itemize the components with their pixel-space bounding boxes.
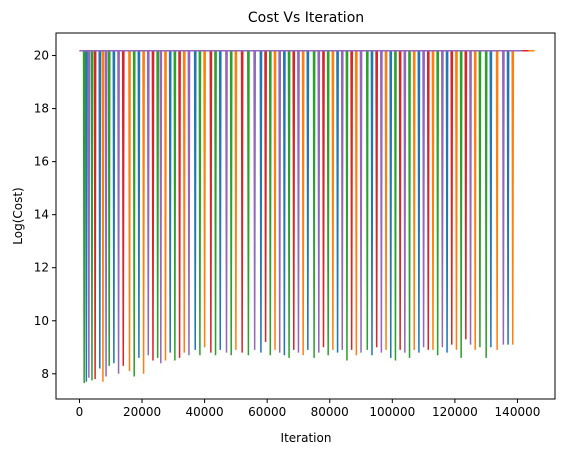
axes-frame bbox=[55, 32, 556, 400]
plot-area bbox=[79, 50, 535, 384]
y-tick-label: 14 bbox=[34, 208, 49, 222]
x-tick-label: 40000 bbox=[186, 405, 224, 419]
x-axis-label: Iteration bbox=[281, 431, 332, 445]
x-tick-label: 120000 bbox=[432, 405, 478, 419]
series-line-3 bbox=[79, 50, 529, 380]
y-tick-label: 10 bbox=[34, 314, 49, 328]
series-line-4 bbox=[79, 50, 523, 378]
chart-title: Cost Vs Iteration bbox=[248, 10, 364, 26]
y-tick-label: 12 bbox=[34, 261, 49, 275]
x-axis: 0 20000 40000 60000 80000 100000 120000 140000 bbox=[76, 399, 541, 419]
y-tick-label: 18 bbox=[34, 102, 49, 116]
y-axis-label: Log(Cost) bbox=[11, 187, 25, 244]
y-tick-label: 16 bbox=[34, 155, 49, 169]
x-tick-label: 80000 bbox=[311, 405, 349, 419]
x-tick-label: 20000 bbox=[123, 405, 161, 419]
y-axis: 8 10 12 14 16 18 20 bbox=[34, 49, 56, 381]
y-tick-label: 20 bbox=[34, 49, 49, 63]
x-tick-label: 100000 bbox=[369, 405, 415, 419]
x-tick-label: 60000 bbox=[248, 405, 286, 419]
x-tick-label: 140000 bbox=[495, 405, 541, 419]
x-tick-label: 0 bbox=[76, 405, 84, 419]
series-line-0 bbox=[79, 50, 510, 382]
y-tick-label: 8 bbox=[41, 367, 49, 381]
